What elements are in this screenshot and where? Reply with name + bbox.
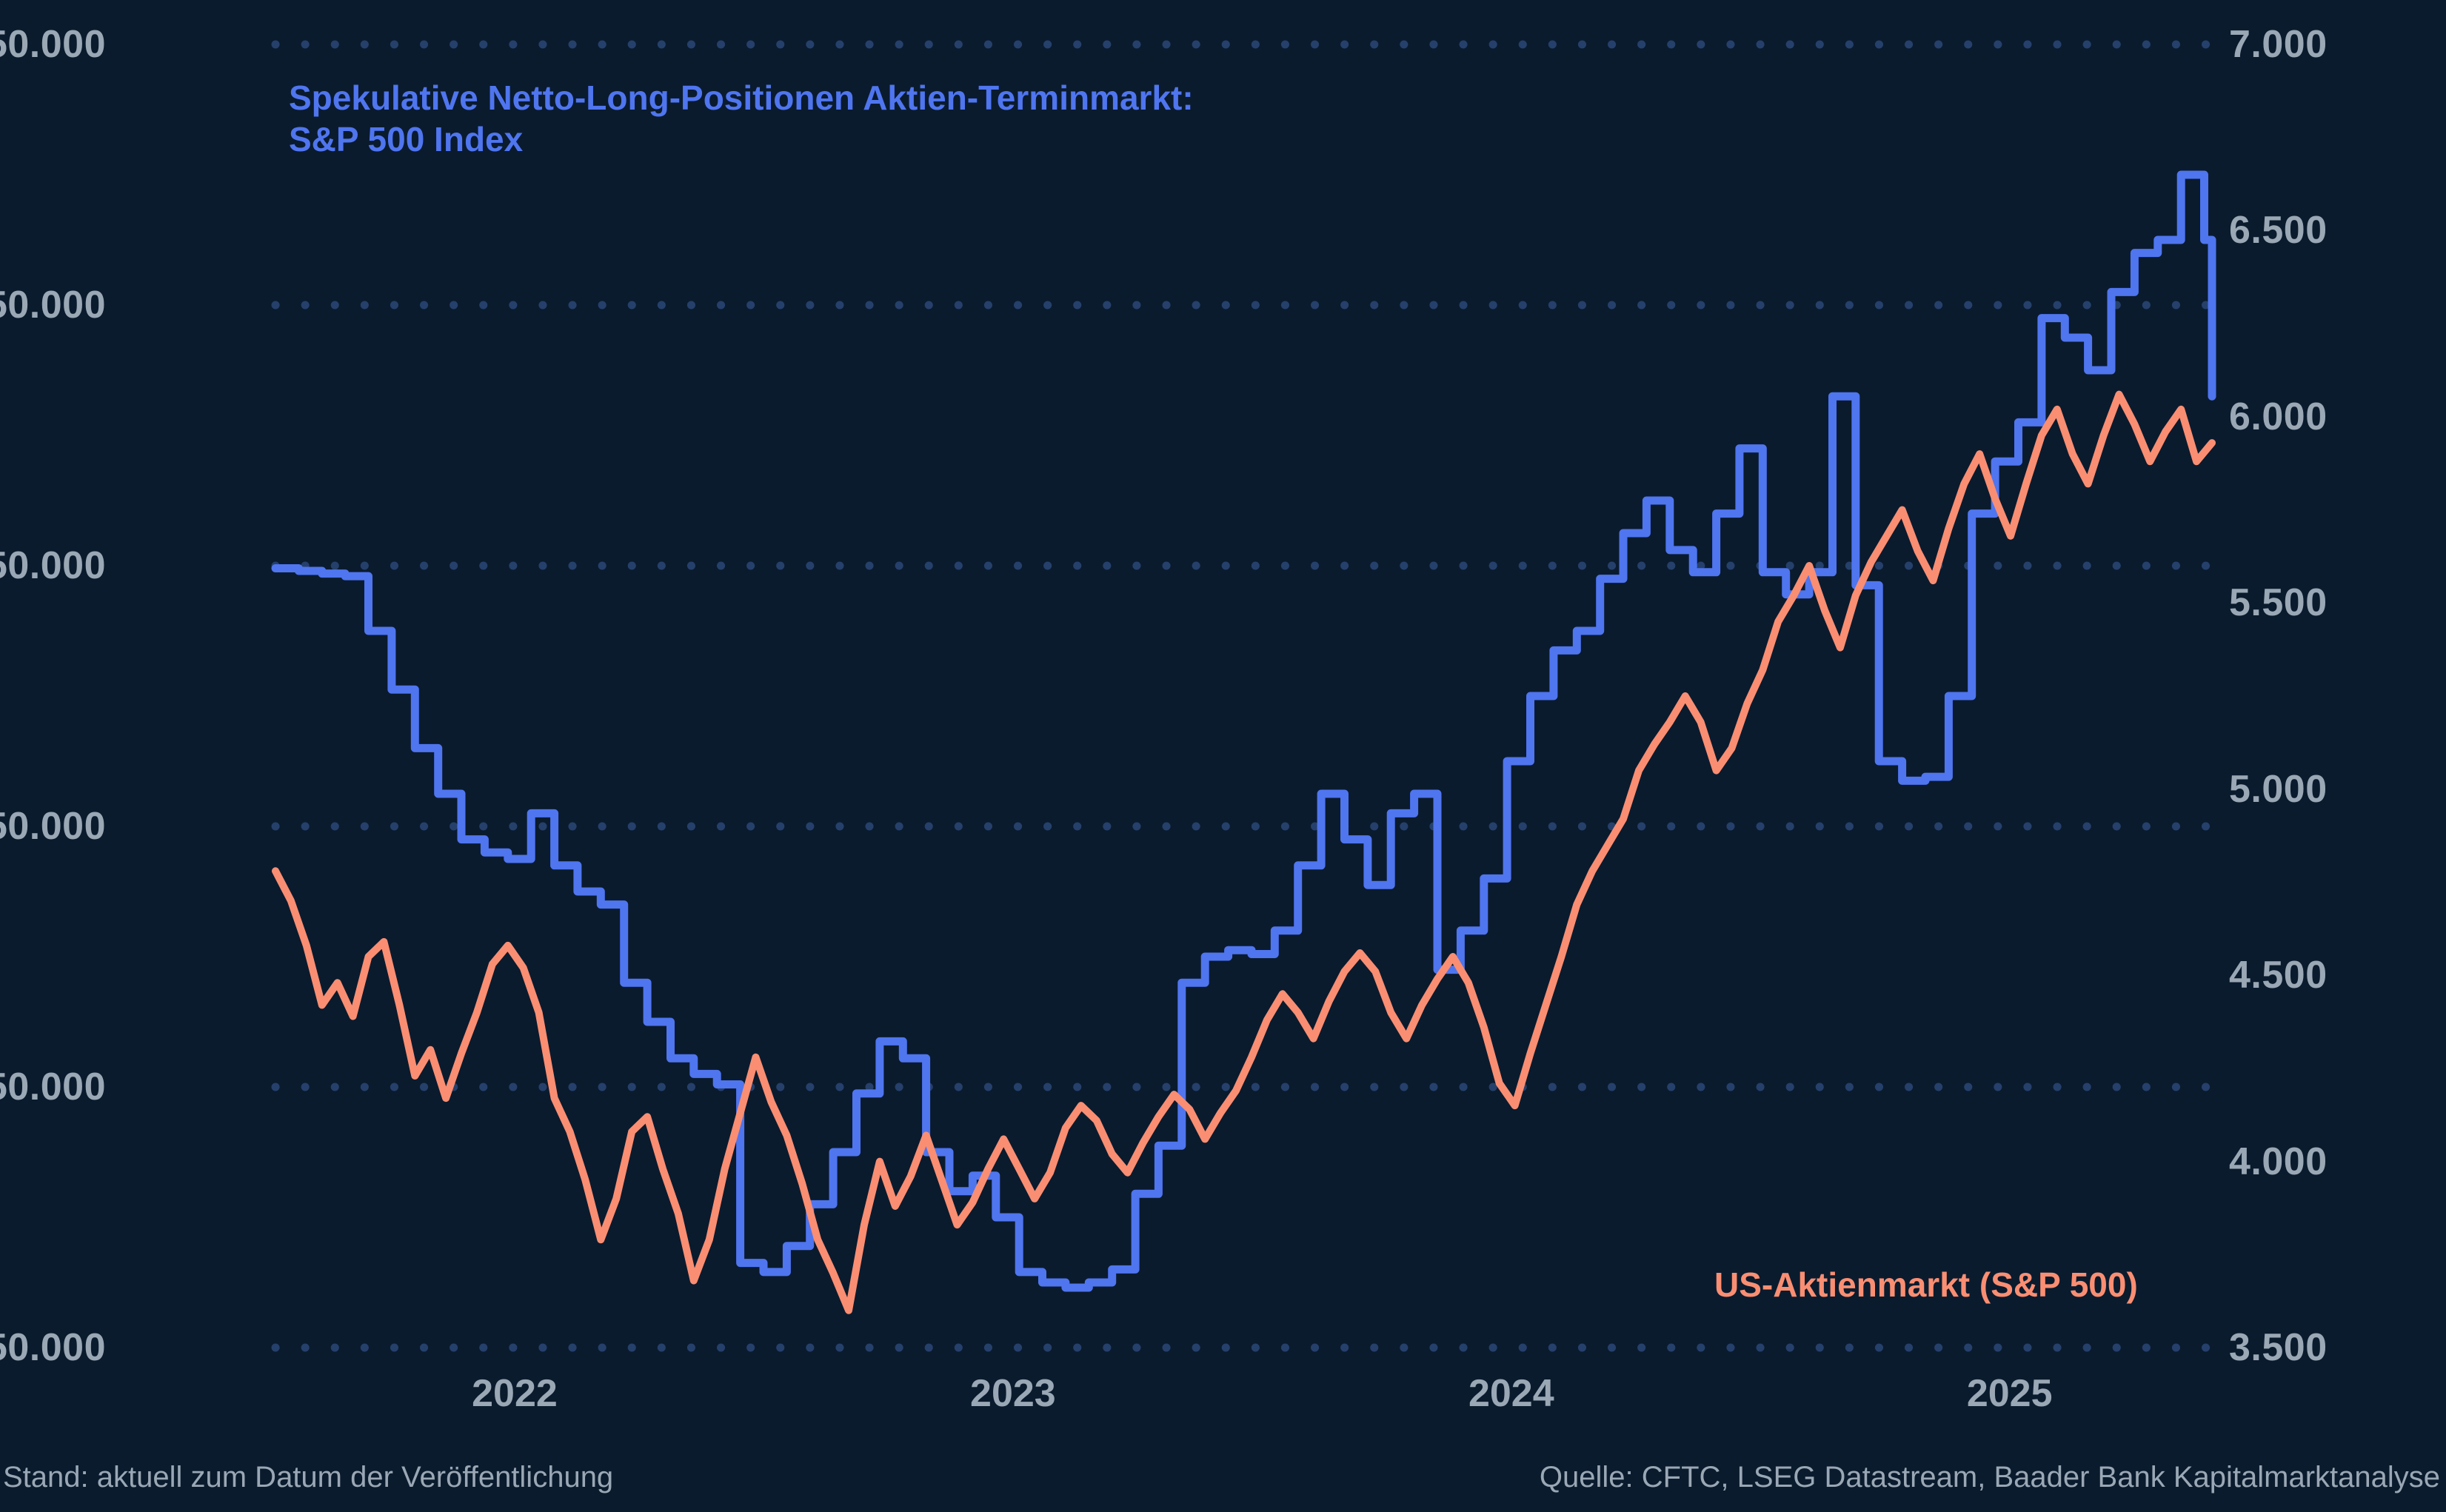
right-axis-tick-label: 4.500 (2229, 954, 2328, 997)
left-axis-tick-label: 750.000 (0, 544, 106, 587)
right-axis-tick-label: 5.000 (2229, 767, 2328, 811)
series-group (271, 170, 2216, 1314)
right-axis-tick-label: 3.500 (2229, 1326, 2328, 1369)
x-axis-tick-label: 2022 (472, 1372, 558, 1415)
x-axis-tick-label: 2024 (1468, 1372, 1554, 1415)
footnote-status: Stand: aktuell zum Datum der Veröffentli… (3, 1461, 614, 1493)
left-axis-tick-label: 150.000 (0, 1326, 106, 1369)
left-axis-tick-label: 350.000 (0, 1066, 106, 1108)
left-axis-tick-label: 550.000 (0, 805, 106, 848)
right-axis-tick-label: 6.500 (2229, 209, 2328, 252)
left-axis-tick-label: 950.000 (0, 284, 106, 327)
left-axis-tick-label: 1.150.000 (0, 23, 106, 66)
series-label-us-equity-market: US-Aktienmarkt (S&P 500) (1714, 1265, 2138, 1304)
right-axis-tick-label: 5.500 (2229, 581, 2328, 625)
right-axis-tick-label: 7.000 (2229, 23, 2328, 66)
right-axis-tick-label: 6.000 (2229, 395, 2328, 438)
gridlines-group (271, 40, 2230, 1352)
right-axis-tick-label: 4.000 (2229, 1140, 2328, 1183)
series-label-net-long-positions: Spekulative Netto-Long-Positionen Aktien… (289, 78, 1194, 159)
footnote-source: Quelle: CFTC, LSEG Datastream, Baader Ba… (1539, 1461, 2440, 1493)
series-line-net-long-positions (271, 170, 2216, 1292)
x-axis-tick-label: 2025 (1966, 1372, 2053, 1415)
x-axis-tick-label: 2023 (970, 1372, 1056, 1415)
series-line-sp500 (272, 390, 2216, 1314)
